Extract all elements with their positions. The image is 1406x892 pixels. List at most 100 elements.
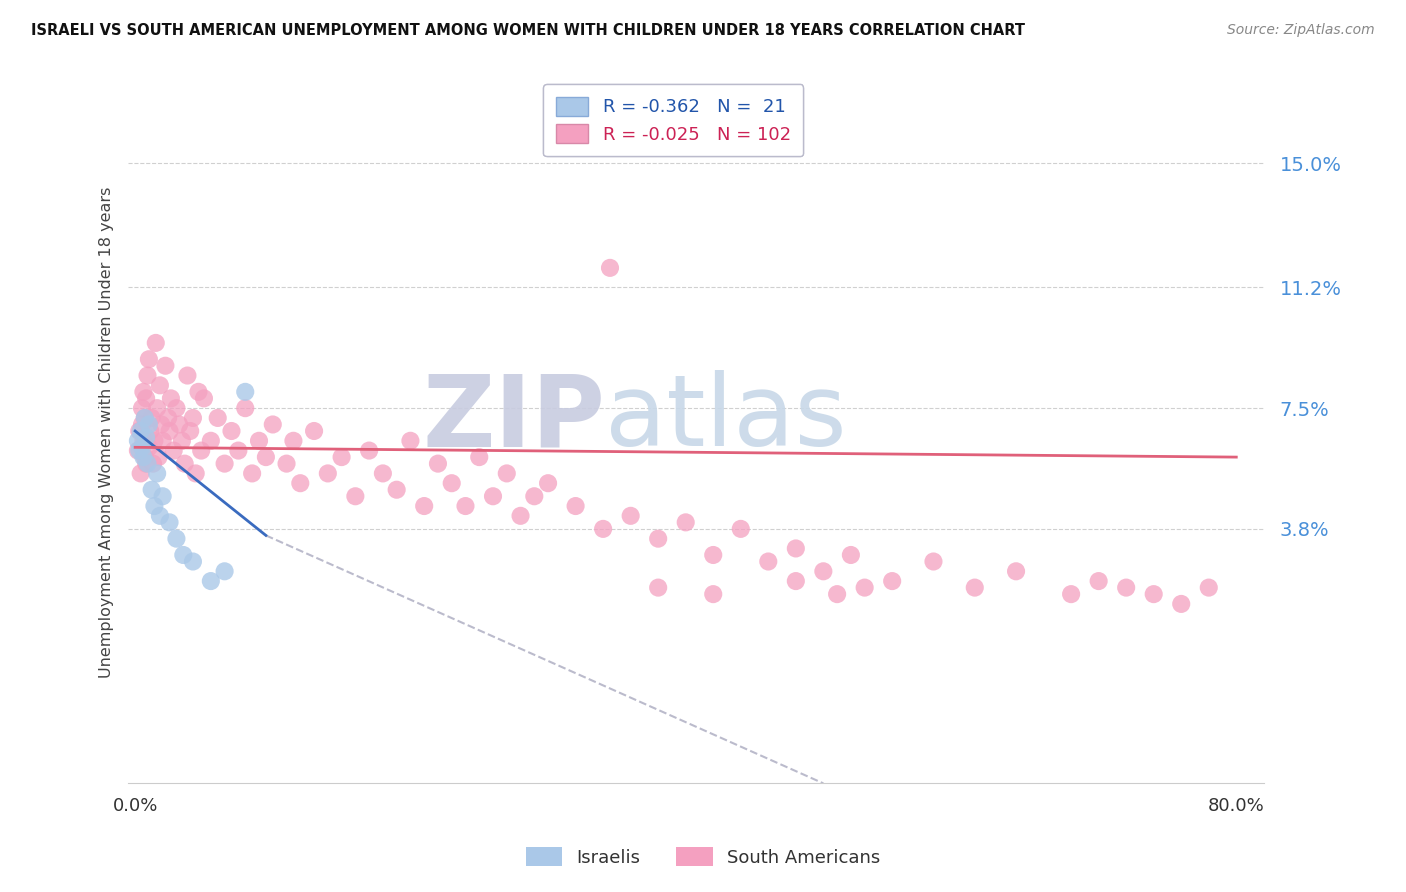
Point	[190, 443, 212, 458]
Point	[129, 467, 152, 481]
Point	[240, 467, 263, 481]
Point	[647, 581, 669, 595]
Point	[399, 434, 422, 448]
Point	[163, 443, 186, 458]
Point	[149, 508, 172, 523]
Point	[145, 335, 167, 350]
Point	[440, 476, 463, 491]
Point	[134, 411, 156, 425]
Point	[159, 424, 181, 438]
Point	[599, 260, 621, 275]
Point	[785, 541, 807, 556]
Point	[139, 424, 162, 438]
Point	[1005, 564, 1028, 578]
Point	[330, 450, 353, 464]
Point	[1170, 597, 1192, 611]
Point	[148, 450, 170, 464]
Point	[385, 483, 408, 497]
Point	[131, 417, 153, 432]
Point	[143, 499, 166, 513]
Point	[184, 467, 207, 481]
Point	[523, 489, 546, 503]
Point	[142, 457, 165, 471]
Point	[1060, 587, 1083, 601]
Point	[702, 548, 724, 562]
Point	[756, 554, 779, 568]
Point	[128, 443, 150, 458]
Point	[359, 443, 381, 458]
Point	[200, 434, 222, 448]
Point	[135, 431, 157, 445]
Point	[138, 352, 160, 367]
Point	[214, 564, 236, 578]
Point	[136, 457, 159, 471]
Point	[141, 483, 163, 497]
Point	[146, 401, 169, 416]
Point	[247, 434, 270, 448]
Point	[132, 384, 155, 399]
Point	[495, 467, 517, 481]
Point	[454, 499, 477, 513]
Point	[221, 424, 243, 438]
Point	[136, 368, 159, 383]
Point	[207, 411, 229, 425]
Point	[132, 434, 155, 448]
Point	[283, 434, 305, 448]
Point	[825, 587, 848, 601]
Point	[564, 499, 586, 513]
Point	[149, 378, 172, 392]
Point	[302, 424, 325, 438]
Point	[509, 508, 531, 523]
Point	[131, 440, 153, 454]
Point	[675, 516, 697, 530]
Point	[138, 440, 160, 454]
Point	[127, 434, 149, 448]
Point	[214, 457, 236, 471]
Point	[152, 489, 174, 503]
Point	[537, 476, 560, 491]
Point	[134, 411, 156, 425]
Text: ZIP: ZIP	[422, 370, 605, 467]
Point	[141, 411, 163, 425]
Text: Source: ZipAtlas.com: Source: ZipAtlas.com	[1227, 23, 1375, 37]
Point	[882, 574, 904, 588]
Point	[1198, 581, 1220, 595]
Point	[160, 392, 183, 406]
Point	[132, 450, 155, 464]
Point	[344, 489, 367, 503]
Point	[193, 392, 215, 406]
Point	[233, 401, 256, 416]
Point	[131, 401, 153, 416]
Point	[620, 508, 643, 523]
Point	[173, 457, 195, 471]
Point	[134, 450, 156, 464]
Point	[159, 516, 181, 530]
Point	[128, 424, 150, 438]
Point	[135, 392, 157, 406]
Legend: Israelis, South Americans: Israelis, South Americans	[519, 840, 887, 874]
Point	[170, 434, 193, 448]
Point	[181, 554, 204, 568]
Point	[963, 581, 986, 595]
Point	[371, 467, 394, 481]
Point	[413, 499, 436, 513]
Point	[152, 434, 174, 448]
Y-axis label: Unemployment Among Women with Children Under 18 years: Unemployment Among Women with Children U…	[100, 187, 114, 678]
Point	[1143, 587, 1166, 601]
Point	[785, 574, 807, 588]
Point	[1087, 574, 1109, 588]
Point	[150, 417, 173, 432]
Point	[200, 574, 222, 588]
Point	[138, 417, 160, 432]
Point	[172, 548, 194, 562]
Point	[155, 359, 177, 373]
Point	[922, 554, 945, 568]
Point	[276, 457, 298, 471]
Point	[262, 417, 284, 432]
Legend: R = -0.362   N =  21, R = -0.025   N = 102: R = -0.362 N = 21, R = -0.025 N = 102	[543, 84, 803, 156]
Point	[165, 532, 187, 546]
Point	[853, 581, 876, 595]
Point	[426, 457, 449, 471]
Point	[146, 467, 169, 481]
Point	[135, 457, 157, 471]
